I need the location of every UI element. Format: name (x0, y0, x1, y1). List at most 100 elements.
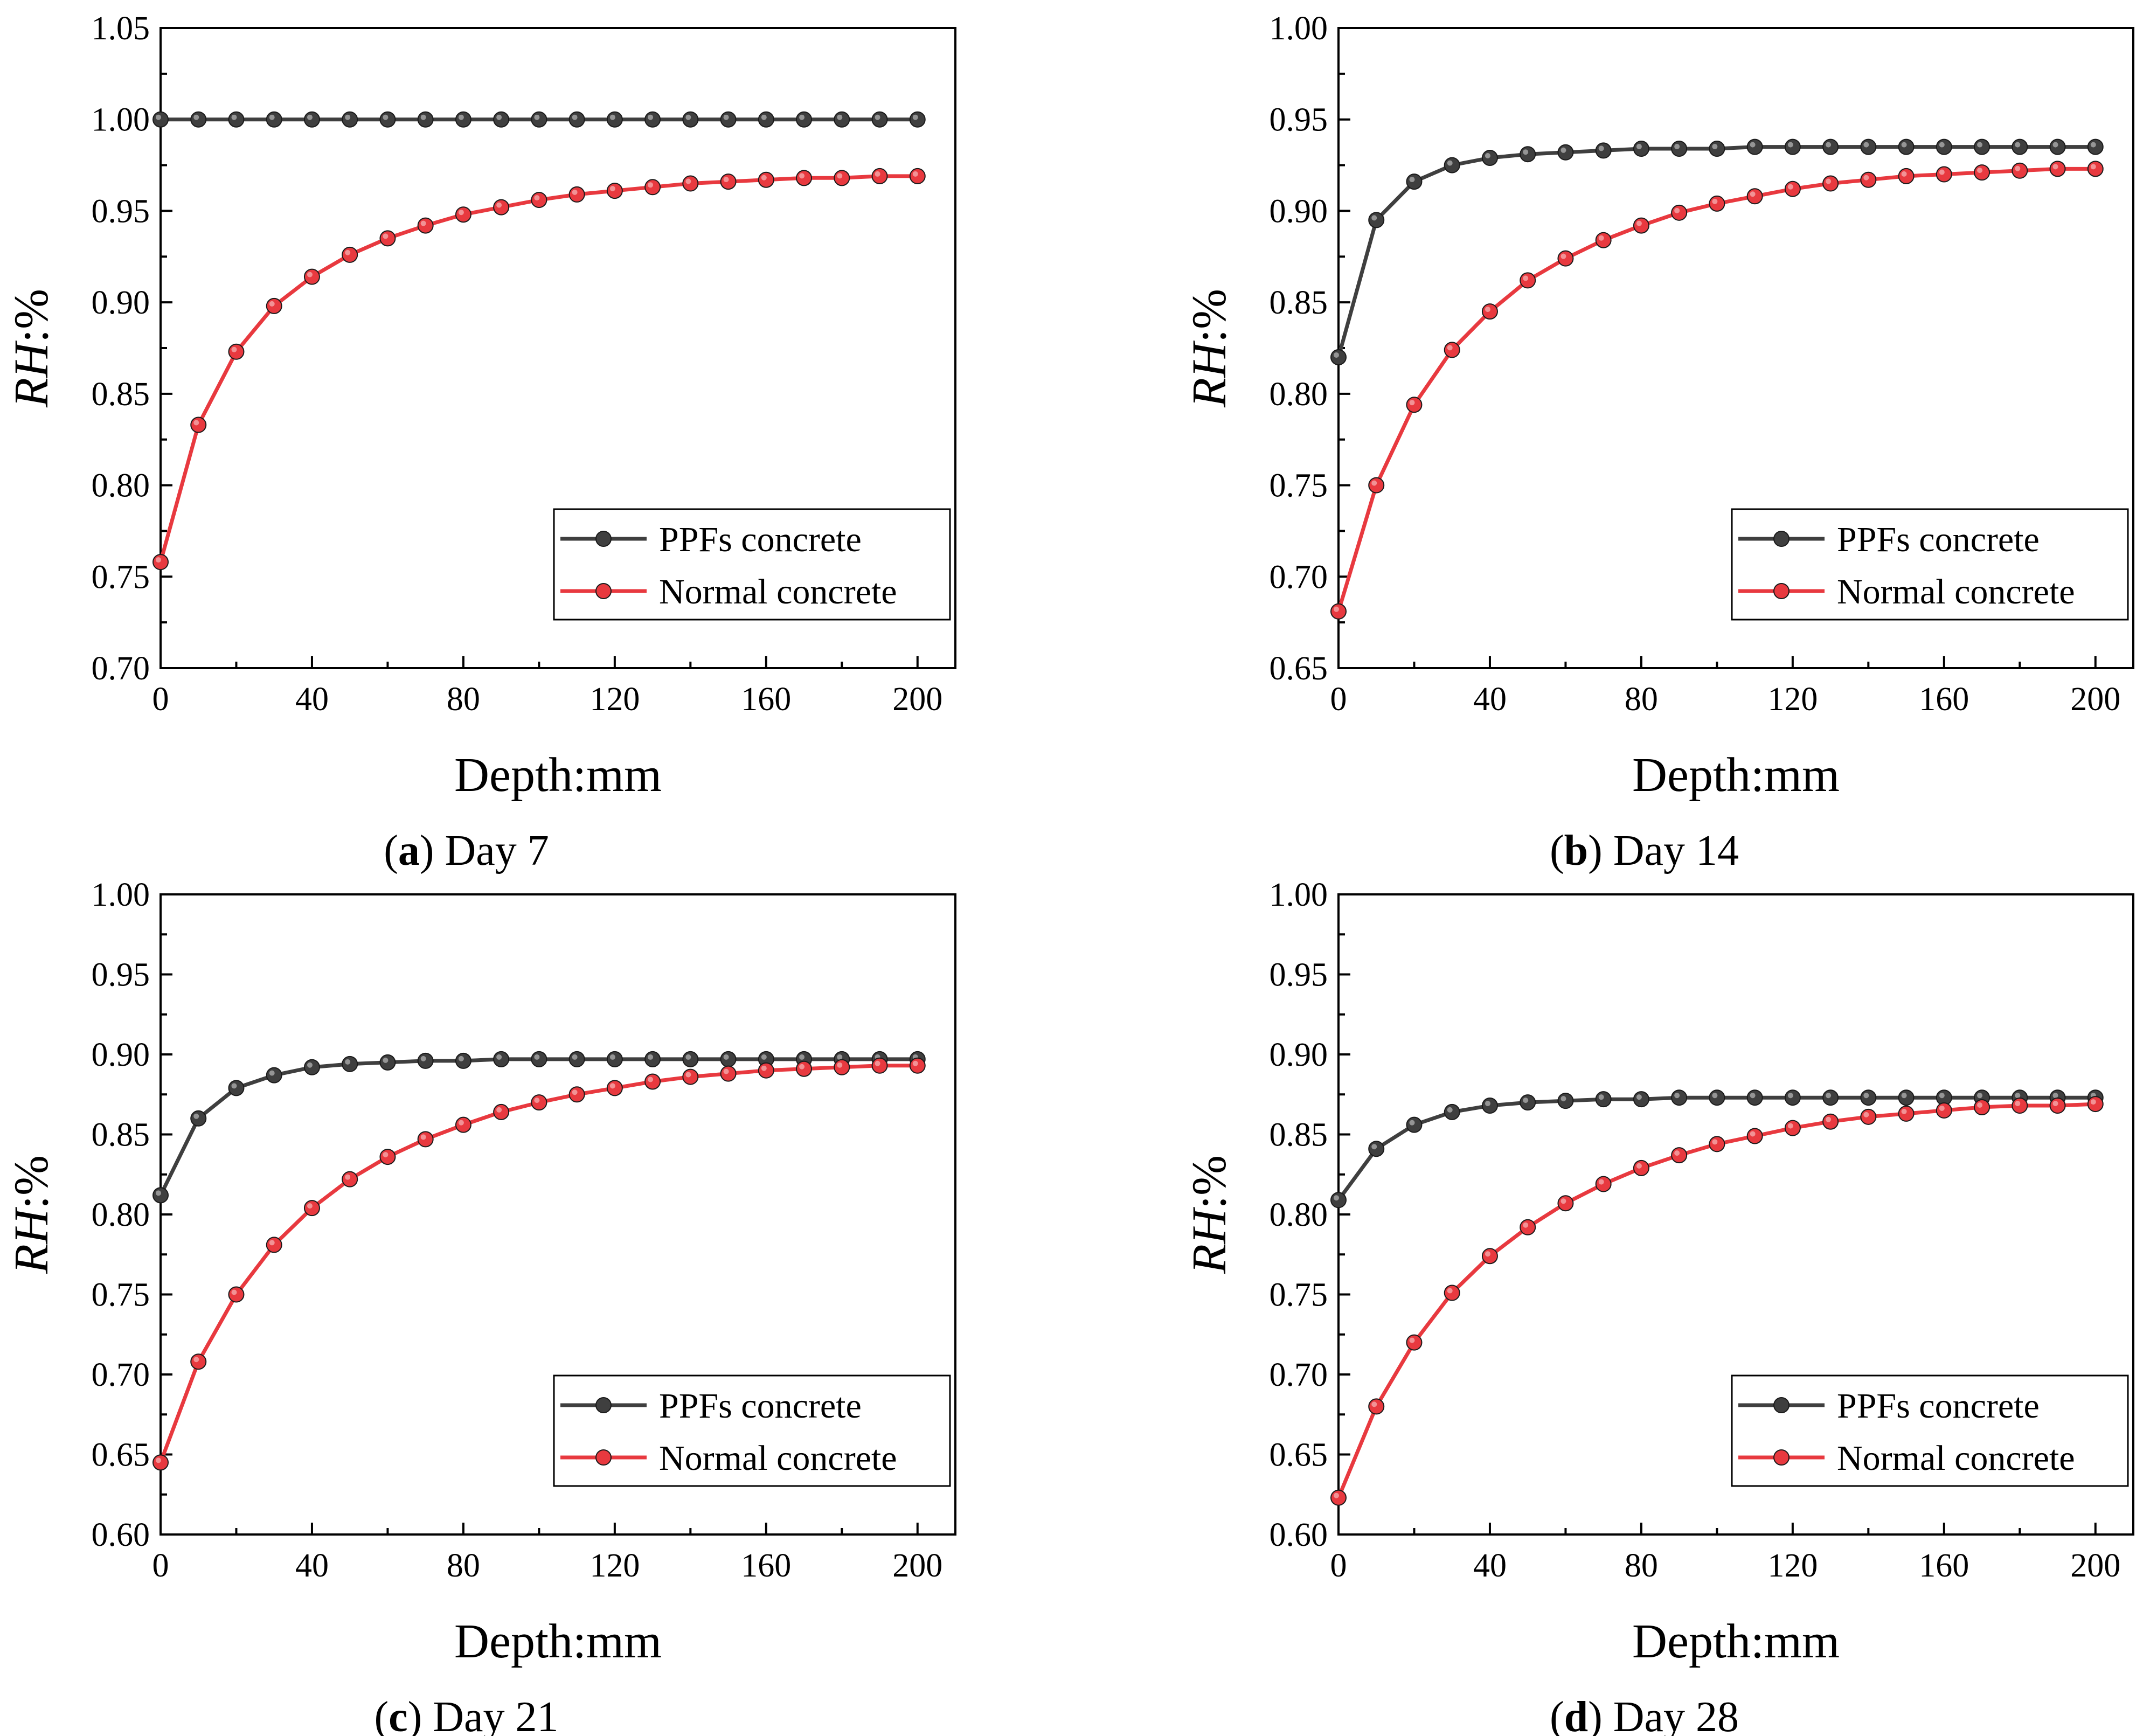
data-point (1822, 1113, 1839, 1130)
data-point-highlight (345, 1174, 351, 1180)
data-point (1860, 1089, 1877, 1106)
panel-caption: (d) Day 28 (1550, 1693, 1739, 1736)
y-tick-label: 1.00 (92, 102, 150, 138)
data-point-highlight (799, 1054, 805, 1060)
data-point (152, 1187, 169, 1204)
x-tick-label: 0 (152, 1547, 169, 1584)
data-point-highlight (761, 175, 767, 180)
legend-swatch-marker (595, 583, 612, 599)
data-point-highlight (458, 210, 464, 216)
y-tick-label: 0.80 (1270, 1197, 1328, 1233)
data-point-highlight (496, 1107, 502, 1113)
x-tick-label: 120 (1767, 1547, 1818, 1584)
data-point-highlight (1826, 142, 1832, 148)
y-axis-title-unit: :% (5, 1155, 58, 1209)
data-point (1822, 175, 1839, 192)
data-point-highlight (458, 114, 464, 120)
y-tick-label: 0.95 (1270, 957, 1328, 994)
data-point-highlight (1334, 1195, 1339, 1201)
data-point-highlight (609, 114, 615, 120)
data-point (1557, 250, 1574, 267)
legend: PPFs concrete Normal concrete (553, 508, 951, 621)
y-tick-label: 0.75 (92, 559, 150, 595)
data-point-highlight (193, 114, 199, 120)
data-point-highlight (156, 1190, 161, 1196)
data-point-highlight (1939, 1093, 1945, 1099)
data-point (228, 111, 245, 128)
data-point (682, 1068, 699, 1085)
data-point-highlight (648, 1077, 654, 1082)
data-point-highlight (1977, 1093, 1983, 1099)
data-point-highlight (2015, 1101, 2021, 1107)
data-point (266, 1067, 282, 1084)
data-point-highlight (1787, 142, 1793, 148)
data-point-highlight (1371, 215, 1377, 221)
data-point-highlight (1447, 1288, 1453, 1294)
data-point-highlight (1863, 1112, 1869, 1117)
data-point-highlight (912, 114, 918, 120)
data-point (1368, 477, 1385, 494)
legend-swatch-marker (1773, 583, 1790, 599)
data-point-highlight (875, 1060, 880, 1066)
data-point-highlight (2052, 164, 2058, 170)
data-point-highlight (1561, 253, 1566, 259)
data-point-highlight (496, 114, 502, 120)
y-tick-label: 0.70 (1270, 559, 1328, 595)
legend-box (1731, 508, 2129, 621)
y-tick-label: 0.65 (92, 1437, 150, 1474)
data-point-highlight (496, 202, 502, 208)
caption-paren: ) (408, 1693, 433, 1736)
data-point (190, 1353, 207, 1370)
data-point-highlight (420, 1134, 426, 1140)
data-point-highlight (761, 1065, 767, 1071)
data-point (228, 1080, 245, 1096)
data-point (1784, 138, 1801, 155)
data-point-highlight (1750, 191, 1756, 197)
data-point-highlight (1447, 345, 1453, 351)
caption-letter: d (1564, 1693, 1589, 1736)
data-point (1974, 1099, 1991, 1116)
data-point (1520, 272, 1536, 289)
legend-swatch-marker (595, 1397, 612, 1413)
data-point-highlight (799, 173, 805, 179)
data-point (1709, 1136, 1725, 1152)
data-point (796, 170, 813, 186)
data-point-highlight (761, 1054, 767, 1060)
data-point-highlight (1334, 352, 1339, 358)
data-point (1746, 188, 1763, 205)
data-point-highlight (2052, 1093, 2058, 1099)
y-axis-title-unit: :% (1183, 1155, 1236, 1209)
data-point (834, 170, 850, 186)
data-point-highlight (572, 114, 578, 120)
legend-swatch-marker (595, 1449, 612, 1466)
data-point (2012, 162, 2028, 179)
data-point (379, 1149, 396, 1165)
data-point (417, 1052, 434, 1069)
data-point (531, 1094, 547, 1111)
data-point (379, 111, 396, 128)
data-point-highlight (912, 1060, 918, 1066)
data-point-highlight (1901, 1093, 1907, 1099)
data-point-highlight (1712, 1139, 1718, 1145)
y-tick-label: 0.80 (92, 468, 150, 504)
data-point-highlight (1409, 400, 1415, 406)
data-point (417, 1131, 434, 1148)
data-point (909, 1057, 926, 1074)
x-tick-label: 160 (1919, 681, 1969, 718)
data-point-highlight (799, 114, 805, 120)
data-point-highlight (648, 1054, 654, 1060)
data-point (1898, 138, 1915, 155)
x-tick-label: 0 (1330, 681, 1347, 718)
data-point (2049, 1098, 2066, 1114)
data-point (1974, 138, 1991, 155)
data-point (266, 1237, 282, 1253)
data-point (2012, 138, 2028, 155)
data-point-highlight (193, 1357, 199, 1363)
data-point (455, 1116, 471, 1133)
data-point (1936, 138, 1952, 155)
data-point (568, 1086, 585, 1103)
data-point (1406, 173, 1423, 190)
data-point-highlight (572, 1089, 578, 1095)
data-point-highlight (837, 1054, 843, 1060)
legend-box (553, 508, 951, 621)
